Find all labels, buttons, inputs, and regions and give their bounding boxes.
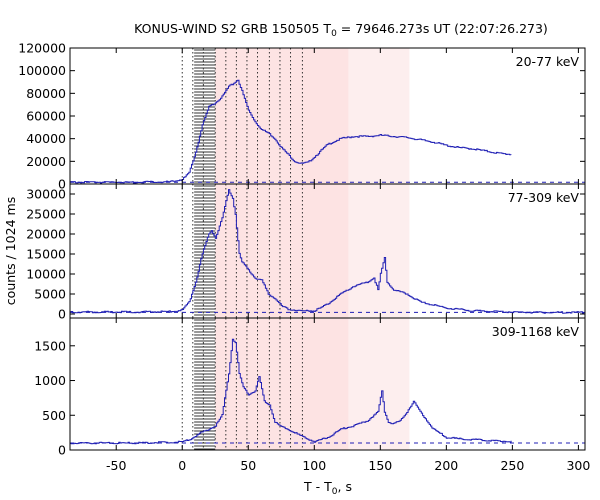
x-tick-label: -50 — [106, 458, 126, 473]
shaded-region — [348, 48, 410, 184]
energy-band-label: 77-309 keV — [508, 190, 580, 205]
x-tick-label: 100 — [302, 458, 326, 473]
y-tick-label: 5000 — [34, 287, 66, 302]
y-tick-label: 40000 — [26, 131, 66, 146]
x-axis-label: T - T0, s — [303, 479, 352, 497]
shaded-region — [215, 318, 349, 450]
light-curve-line — [70, 338, 512, 445]
y-tick-label: 0 — [58, 177, 66, 192]
x-tick-label: 250 — [500, 458, 524, 473]
shaded-region — [348, 184, 410, 318]
chart-title: KONUS-WIND S2 GRB 150505 T0 = 79646.273s… — [134, 21, 548, 39]
y-tick-label: 15000 — [26, 247, 66, 262]
y-tick-label: 80000 — [26, 86, 66, 101]
panel-frame — [69, 317, 586, 451]
y-tick-label: 30000 — [26, 187, 66, 202]
y-tick-label: 20000 — [26, 154, 66, 169]
light-curve-line — [70, 79, 512, 184]
energy-band-label: 20-77 keV — [516, 54, 580, 69]
panel-2: 0 5000 10000 15000 20000 25000 30000 77-309 keV — [26, 183, 586, 322]
y-tick-label: 0 — [58, 307, 66, 322]
y-tick-label: 500 — [42, 408, 66, 423]
y-tick-label: 1500 — [34, 338, 66, 353]
energy-band-label: 309-1168 keV — [492, 324, 580, 339]
panel-1: 0 20000 40000 60000 80000 100000 120000 20-77 k… — [18, 41, 586, 192]
y-tick-label: 0 — [58, 443, 66, 458]
x-tick-label: 200 — [434, 458, 458, 473]
y-tick-label: 10000 — [26, 267, 66, 282]
shaded-region — [215, 48, 349, 184]
shaded-region — [215, 184, 349, 318]
x-tick-label: 0 — [178, 458, 186, 473]
y-tick-label: 120000 — [18, 41, 66, 56]
y-axis-label: counts / 1024 ms — [3, 197, 18, 305]
x-tick-label: 150 — [368, 458, 392, 473]
shaded-region — [348, 318, 410, 450]
y-tick-label: 60000 — [26, 109, 66, 124]
panel-3: 0 500 1000 1500 309-1168 keV — [34, 317, 586, 458]
x-tick-label: 50 — [240, 458, 256, 473]
x-tick-label: 300 — [566, 458, 590, 473]
y-tick-label: 1000 — [34, 373, 66, 388]
light-curve-line — [70, 189, 585, 314]
y-tick-label: 100000 — [18, 63, 66, 78]
y-tick-label: 25000 — [26, 207, 66, 222]
y-tick-label: 20000 — [26, 227, 66, 242]
